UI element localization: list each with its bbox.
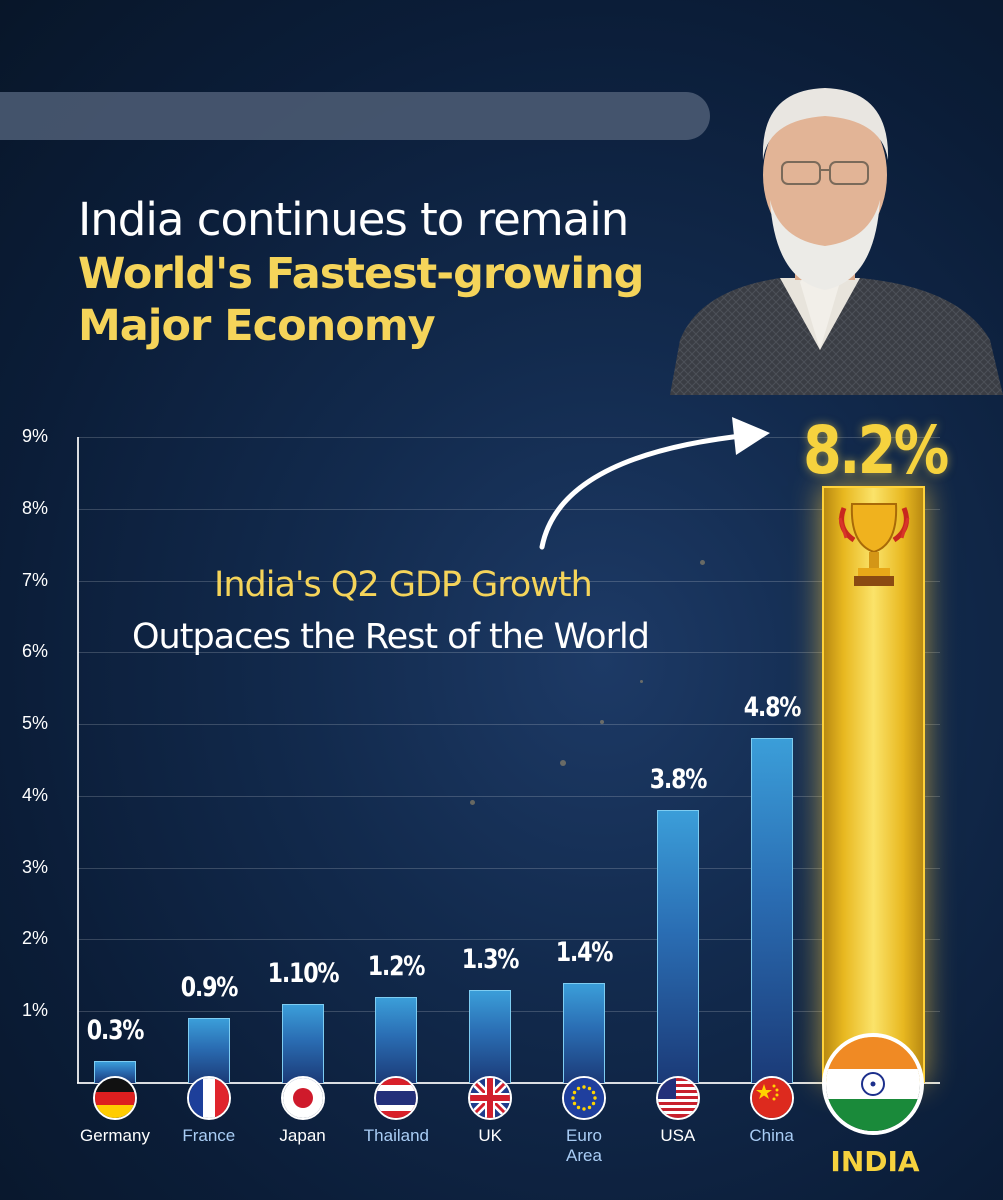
country-label: Euro Area bbox=[566, 1126, 602, 1165]
y-tick-label: 5% bbox=[22, 713, 49, 734]
bokeh-light bbox=[600, 720, 604, 724]
gridline bbox=[78, 580, 940, 582]
bar-euro-area bbox=[563, 982, 605, 1083]
country-label: Germany bbox=[80, 1126, 150, 1145]
bar-value-label: 3.8% bbox=[649, 764, 708, 796]
y-tick-label: 9% bbox=[22, 426, 49, 446]
gridline bbox=[78, 724, 940, 726]
china-flag-icon bbox=[749, 1076, 794, 1120]
germany-flag-icon bbox=[93, 1076, 137, 1120]
bokeh-light bbox=[470, 800, 475, 805]
portrait-image bbox=[670, 88, 1003, 395]
annotation-line-1: India's Q2 GDP Growth bbox=[214, 565, 593, 605]
bar-japan bbox=[281, 1004, 324, 1083]
y-tick-label: 3% bbox=[22, 856, 49, 877]
country-label: UK bbox=[478, 1126, 502, 1145]
headline: India continues to remain World's Fastes… bbox=[78, 192, 644, 352]
usa-flag-icon bbox=[655, 1076, 700, 1120]
india-flag-icon bbox=[822, 1033, 924, 1135]
headline-line-1: India continues to remain bbox=[78, 193, 629, 246]
y-tick-label: 1% bbox=[22, 1000, 49, 1021]
country-label: Thailand bbox=[363, 1126, 429, 1145]
gridline bbox=[78, 437, 940, 438]
bar-value-label: 0.9% bbox=[180, 972, 239, 1004]
uk-flag-icon bbox=[468, 1076, 513, 1120]
france-flag-icon bbox=[186, 1076, 231, 1120]
bar-thailand bbox=[375, 996, 418, 1083]
y-tick-label: 8% bbox=[22, 497, 49, 518]
gridline bbox=[78, 652, 940, 654]
eu-flag-icon bbox=[562, 1076, 606, 1120]
bar-value-label: 1.3% bbox=[461, 943, 520, 975]
annotation-line-2: Outpaces the Rest of the World bbox=[132, 617, 650, 657]
bar-label-india: 8.2% bbox=[803, 412, 949, 489]
headline-line-3: Major Economy bbox=[78, 301, 436, 351]
country-label: USA bbox=[660, 1126, 696, 1145]
gridline bbox=[78, 795, 940, 797]
japan-flag-icon bbox=[280, 1076, 325, 1120]
bar-value-label: 1.10% bbox=[267, 958, 339, 990]
country-label: Japan bbox=[279, 1126, 326, 1145]
bar-value-label: 0.3% bbox=[86, 1015, 145, 1047]
bar-china bbox=[750, 738, 793, 1083]
gridline bbox=[78, 867, 940, 869]
country-label: France bbox=[182, 1126, 236, 1145]
y-tick-label: 6% bbox=[22, 641, 49, 662]
country-label: China bbox=[749, 1126, 794, 1145]
y-tick-label: 2% bbox=[22, 928, 49, 949]
bokeh-light bbox=[560, 760, 566, 766]
x-axis-line bbox=[77, 1082, 940, 1084]
top-banner-band bbox=[0, 92, 710, 140]
bokeh-light bbox=[640, 680, 643, 683]
gridline bbox=[78, 939, 940, 941]
headline-line-2: World's Fastest-growing bbox=[78, 249, 644, 299]
y-tick-label: 7% bbox=[22, 569, 49, 590]
bokeh-light bbox=[700, 560, 705, 565]
bar-uk bbox=[469, 989, 512, 1083]
country-label-india: INDIA bbox=[830, 1145, 920, 1178]
bar-value-label: 1.4% bbox=[555, 936, 614, 968]
gridline bbox=[78, 508, 940, 510]
bar-value-label: 1.2% bbox=[368, 950, 426, 982]
trophy-icon bbox=[838, 503, 910, 586]
y-tick-label: 4% bbox=[22, 784, 49, 805]
thailand-flag-icon bbox=[374, 1076, 419, 1120]
bar-france bbox=[187, 1018, 230, 1083]
bar-value-label: 4.8% bbox=[743, 692, 801, 724]
bar-usa bbox=[656, 810, 699, 1083]
y-axis-line bbox=[77, 437, 79, 1083]
curved-arrow-icon bbox=[539, 417, 770, 550]
